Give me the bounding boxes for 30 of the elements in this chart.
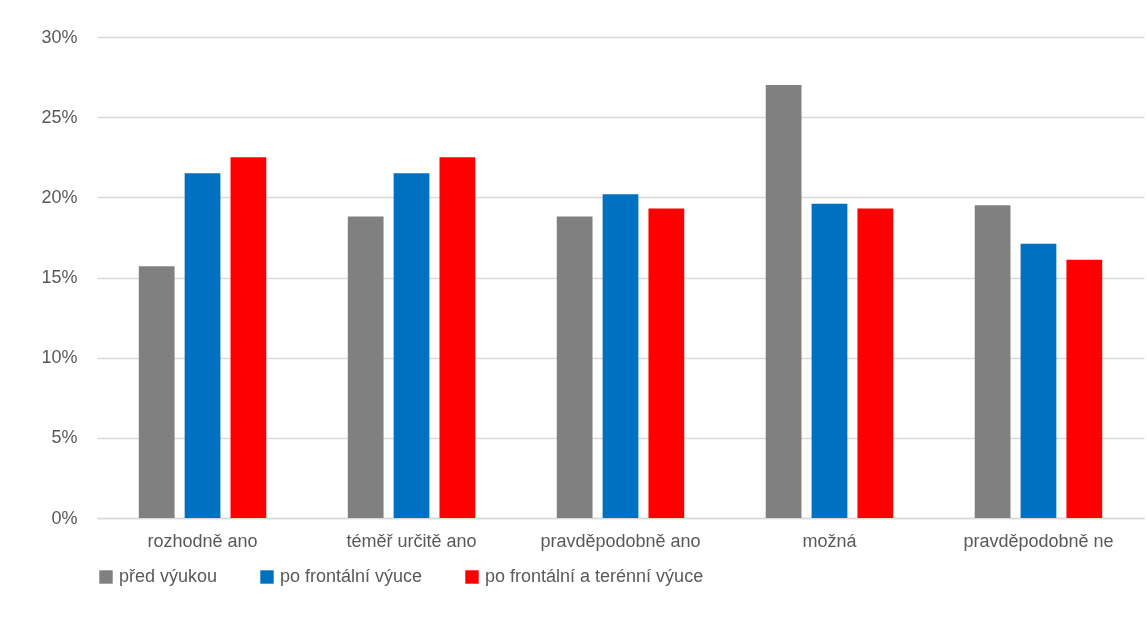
bar [1020,243,1057,518]
y-tick-label: 15% [41,267,78,287]
legend-label: před výukou [119,566,218,586]
y-tick-label: 0% [51,507,78,528]
bar [602,194,639,518]
bar [347,216,384,518]
bar [811,203,848,518]
bar [556,216,593,518]
legend-label: po frontální výuce [280,566,423,586]
x-tick-label: téměř určitě ano [346,530,477,551]
bar [974,205,1011,518]
bar [393,173,430,518]
bar [184,173,221,518]
x-tick-label: rozhodně ano [147,530,258,551]
bar [765,85,802,518]
bar [439,157,476,518]
bar [230,157,267,518]
bar [857,208,894,518]
y-tick-label: 20% [41,186,78,207]
x-tick-label: možná [802,530,858,551]
bar [138,266,175,518]
bar [1066,259,1103,518]
x-tick-label: pravděpodobně ano [540,530,701,551]
y-tick-label: 5% [51,427,78,448]
y-tick-label: 10% [41,347,78,368]
legend-label: po frontální a terénní výuce [485,566,704,586]
x-tick-label: pravděpodobně ne [963,530,1114,551]
y-tick-label: 25% [41,106,78,127]
bar [648,208,685,518]
y-tick-label: 30% [41,26,78,47]
